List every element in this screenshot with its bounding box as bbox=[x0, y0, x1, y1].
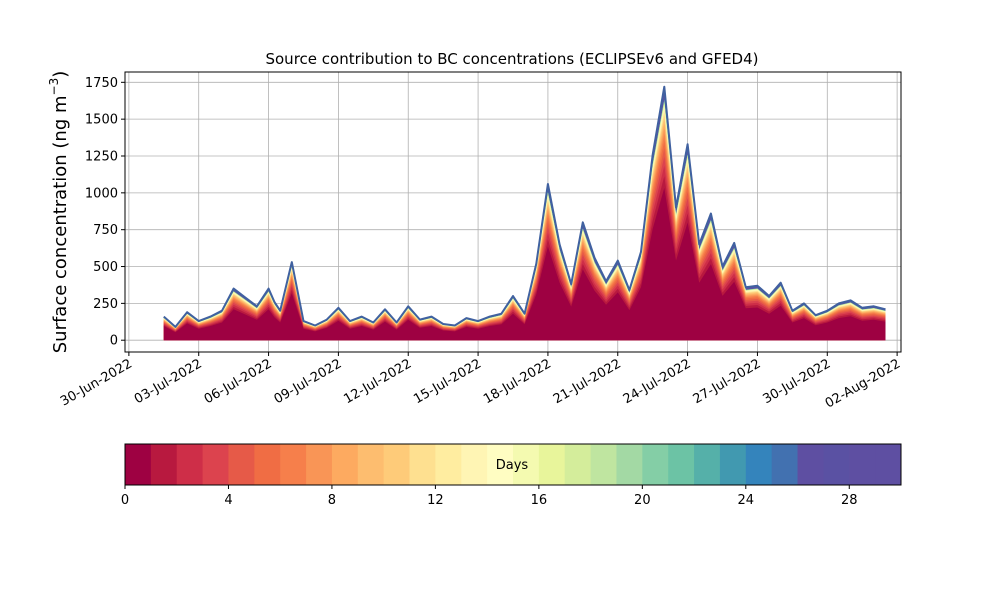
colorbar-cell bbox=[745, 444, 773, 485]
colorbar-cell bbox=[823, 444, 850, 485]
x-tick-label: 15-Jul-2022 bbox=[411, 356, 484, 407]
y-tick-label: 750 bbox=[93, 223, 118, 238]
x-tick-label: 24-Jul-2022 bbox=[621, 356, 694, 407]
colorbar-cell bbox=[202, 444, 229, 485]
colorbar-cell bbox=[694, 444, 721, 485]
stacked-areas bbox=[163, 86, 886, 341]
colorbar-ticks: 0 4 8 12 16 20 24 28 bbox=[121, 485, 858, 508]
svg-text:Surface concentration (ng m−3): Surface concentration (ng m−3) bbox=[47, 71, 71, 354]
colorbar-tick-label: 28 bbox=[841, 493, 858, 508]
colorbar-cell bbox=[642, 444, 669, 485]
y-tick-label: 1750 bbox=[85, 76, 118, 91]
y-axis-label-text: Surface concentration (ng m bbox=[50, 95, 71, 353]
stack-layer-area bbox=[163, 187, 886, 341]
y-axis-ticks: 0 250 500 750 1000 1250 1500 1750 bbox=[85, 76, 125, 349]
x-tick-label: 21-Jul-2022 bbox=[551, 356, 624, 407]
colorbar-cell bbox=[435, 444, 462, 485]
y-tick-label: 1000 bbox=[85, 186, 118, 201]
x-tick-label: 12-Jul-2022 bbox=[341, 356, 414, 407]
colorbar-cell bbox=[306, 444, 333, 485]
colorbar-cell bbox=[280, 444, 307, 485]
y-tick-label: 0 bbox=[110, 334, 118, 349]
colorbar-cell bbox=[228, 444, 255, 485]
colorbar-cell bbox=[590, 444, 617, 485]
colorbar-cell bbox=[409, 444, 436, 485]
colorbar-tick-label: 24 bbox=[738, 493, 755, 508]
x-tick-label: 09-Jul-2022 bbox=[272, 356, 345, 407]
grid-lines bbox=[125, 72, 901, 352]
x-tick-label: 03-Jul-2022 bbox=[132, 356, 205, 407]
colorbar-frame bbox=[124, 443, 902, 486]
colorbar-tick-label: 16 bbox=[531, 493, 548, 508]
colorbar-tick-label: 4 bbox=[224, 493, 232, 508]
colorbar-cell bbox=[487, 444, 514, 485]
y-tick-label: 500 bbox=[93, 260, 118, 275]
colorbar-cell bbox=[538, 444, 566, 485]
total-line bbox=[163, 85, 886, 328]
colorbar-cell bbox=[616, 444, 643, 485]
colorbar-cell bbox=[719, 444, 747, 485]
colorbar-cell bbox=[357, 444, 385, 485]
colorbar-tick-label: 20 bbox=[634, 493, 651, 508]
colorbar-cell bbox=[150, 444, 178, 485]
y-tick-label: 1250 bbox=[85, 150, 118, 165]
colorbar-tick-label: 0 bbox=[121, 493, 129, 508]
y-axis-label-close: ) bbox=[50, 71, 71, 78]
y-axis-label-superscript: −3 bbox=[47, 78, 61, 96]
colorbar-tick-label: 12 bbox=[427, 493, 444, 508]
colorbar-cell bbox=[875, 444, 902, 485]
colorbar-cell bbox=[513, 444, 540, 485]
colorbar-cell bbox=[254, 444, 281, 485]
colorbar-cell bbox=[176, 444, 204, 485]
x-tick-label: 02-Aug-2022 bbox=[823, 356, 903, 411]
colorbar: Days 0 4 8 12 16 20 24 28 bbox=[121, 443, 902, 508]
x-tick-label: 30-Jun-2022 bbox=[58, 356, 135, 409]
colorbar-cell bbox=[331, 444, 359, 485]
colorbar-cell bbox=[383, 444, 411, 485]
y-axis-label: Surface concentration (ng m−3) bbox=[47, 71, 71, 354]
x-tick-label: 06-Jul-2022 bbox=[202, 356, 275, 407]
colorbar-cell bbox=[125, 444, 152, 485]
colorbar-label: Days bbox=[496, 458, 529, 473]
colorbar-cell bbox=[461, 444, 488, 485]
y-tick-label: 1500 bbox=[85, 113, 118, 128]
colorbar-cells bbox=[125, 444, 902, 485]
chart-title: Source contribution to BC concentrations… bbox=[265, 50, 758, 68]
colorbar-cell bbox=[771, 444, 799, 485]
total-series-line bbox=[163, 85, 886, 328]
y-tick-label: 250 bbox=[93, 297, 118, 312]
colorbar-cell bbox=[797, 444, 824, 485]
colorbar-tick-label: 8 bbox=[328, 493, 336, 508]
plot-frame bbox=[124, 71, 902, 353]
x-axis-ticks: 30-Jun-202203-Jul-202206-Jul-202209-Jul-… bbox=[58, 352, 903, 412]
colorbar-cell bbox=[668, 444, 695, 485]
colorbar-cell bbox=[849, 444, 876, 485]
colorbar-cell bbox=[564, 444, 592, 485]
x-tick-label: 27-Jul-2022 bbox=[691, 356, 764, 407]
x-tick-label: 18-Jul-2022 bbox=[481, 356, 554, 407]
